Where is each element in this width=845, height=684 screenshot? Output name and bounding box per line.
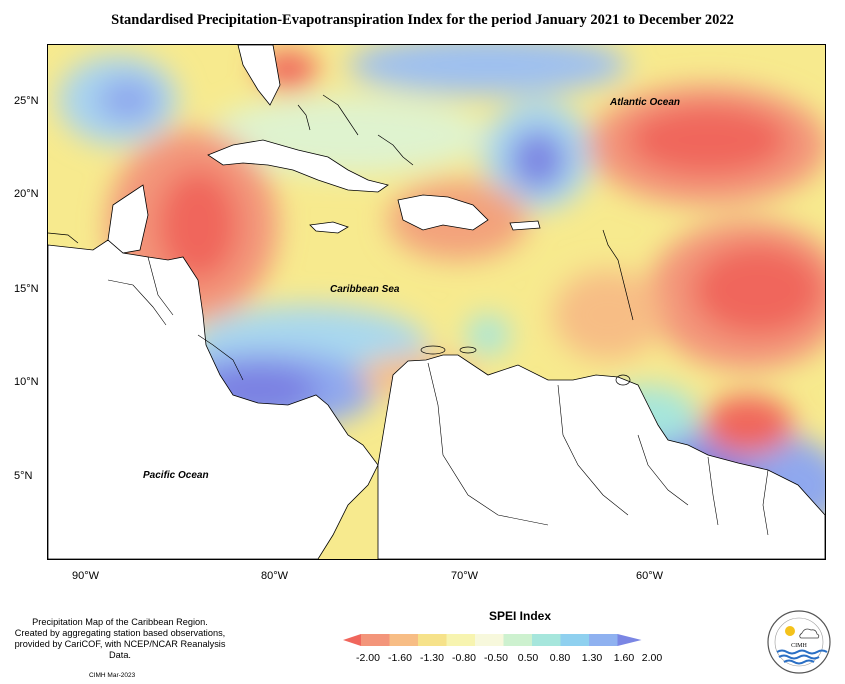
legend-label: 0.50 bbox=[517, 652, 539, 664]
legend-swatch bbox=[617, 634, 642, 646]
lon-tick-80w: 80°W bbox=[261, 570, 289, 582]
legend-swatch bbox=[446, 634, 475, 646]
spei-field bbox=[48, 45, 825, 559]
atlantic-ocean-label: Atlantic Ocean bbox=[610, 97, 681, 108]
legend-label: 0.80 bbox=[549, 652, 571, 664]
legend-label: 2.00 bbox=[641, 652, 663, 664]
legend-label: -2.00 bbox=[356, 652, 380, 664]
legend-swatch bbox=[343, 634, 361, 646]
wave-icon bbox=[776, 649, 828, 655]
legend-label: -1.60 bbox=[388, 652, 412, 664]
lat-tick-10n: 10°N bbox=[14, 376, 39, 388]
lat-tick-20n: 20°N bbox=[14, 188, 39, 200]
lat-tick-5n: 5°N bbox=[14, 470, 33, 482]
lon-tick-90w: 90°W bbox=[72, 570, 100, 582]
legend-swatch bbox=[418, 634, 447, 646]
legend-swatch bbox=[560, 634, 589, 646]
legend-swatch bbox=[589, 634, 618, 646]
country-borders bbox=[107, 256, 769, 536]
cloud-icon bbox=[799, 628, 820, 639]
lat-tick-25n: 25°N bbox=[14, 95, 39, 107]
legend-label: -0.80 bbox=[452, 652, 476, 664]
footnote-line-3: provided by CariCOF, with NCEP/NCAR Rean… bbox=[14, 639, 226, 660]
caribbean-sea-label: Caribbean Sea bbox=[330, 284, 400, 295]
legend-colorbar bbox=[343, 634, 642, 646]
legend-swatch bbox=[475, 634, 504, 646]
legend-swatch bbox=[361, 634, 390, 646]
yucatan bbox=[107, 184, 149, 254]
puerto-rico bbox=[509, 220, 541, 231]
footnote-line-1: Precipitation Map of the Caribbean Regio… bbox=[32, 617, 208, 627]
lon-tick-60w: 60°W bbox=[636, 570, 664, 582]
island-outlines bbox=[48, 94, 634, 386]
lat-tick-15n: 15°N bbox=[14, 283, 39, 295]
pacific-ocean-label: Pacific Ocean bbox=[143, 470, 209, 481]
logo-text: CIMH bbox=[791, 643, 807, 649]
legend-swatch bbox=[389, 634, 418, 646]
legend-label: 1.30 bbox=[581, 652, 603, 664]
land-masses bbox=[48, 45, 825, 559]
jamaica bbox=[309, 221, 349, 234]
legend-label: 1.60 bbox=[613, 652, 635, 664]
south-america bbox=[377, 354, 825, 559]
lon-tick-70w: 70°W bbox=[451, 570, 479, 582]
cimh-logo: CIMH bbox=[767, 610, 831, 674]
legend-label: -0.50 bbox=[484, 652, 508, 664]
footnote: Precipitation Map of the Caribbean Regio… bbox=[4, 617, 236, 661]
florida bbox=[237, 45, 281, 106]
spei-map bbox=[47, 44, 826, 560]
footnote-line-2: Created by aggregating station based obs… bbox=[14, 628, 226, 638]
cuba bbox=[207, 139, 389, 193]
central-america bbox=[48, 239, 379, 559]
map-title: Standardised Precipitation-Evapotranspir… bbox=[111, 12, 734, 28]
legend-swatch bbox=[532, 634, 561, 646]
legend-title: SPEI Index bbox=[488, 609, 552, 623]
credit-text: CIMH Mar-2023 bbox=[89, 672, 136, 679]
legend-label: -1.30 bbox=[420, 652, 444, 664]
hispaniola bbox=[397, 194, 489, 231]
legend-swatch bbox=[503, 634, 532, 646]
sun-icon bbox=[785, 626, 795, 636]
